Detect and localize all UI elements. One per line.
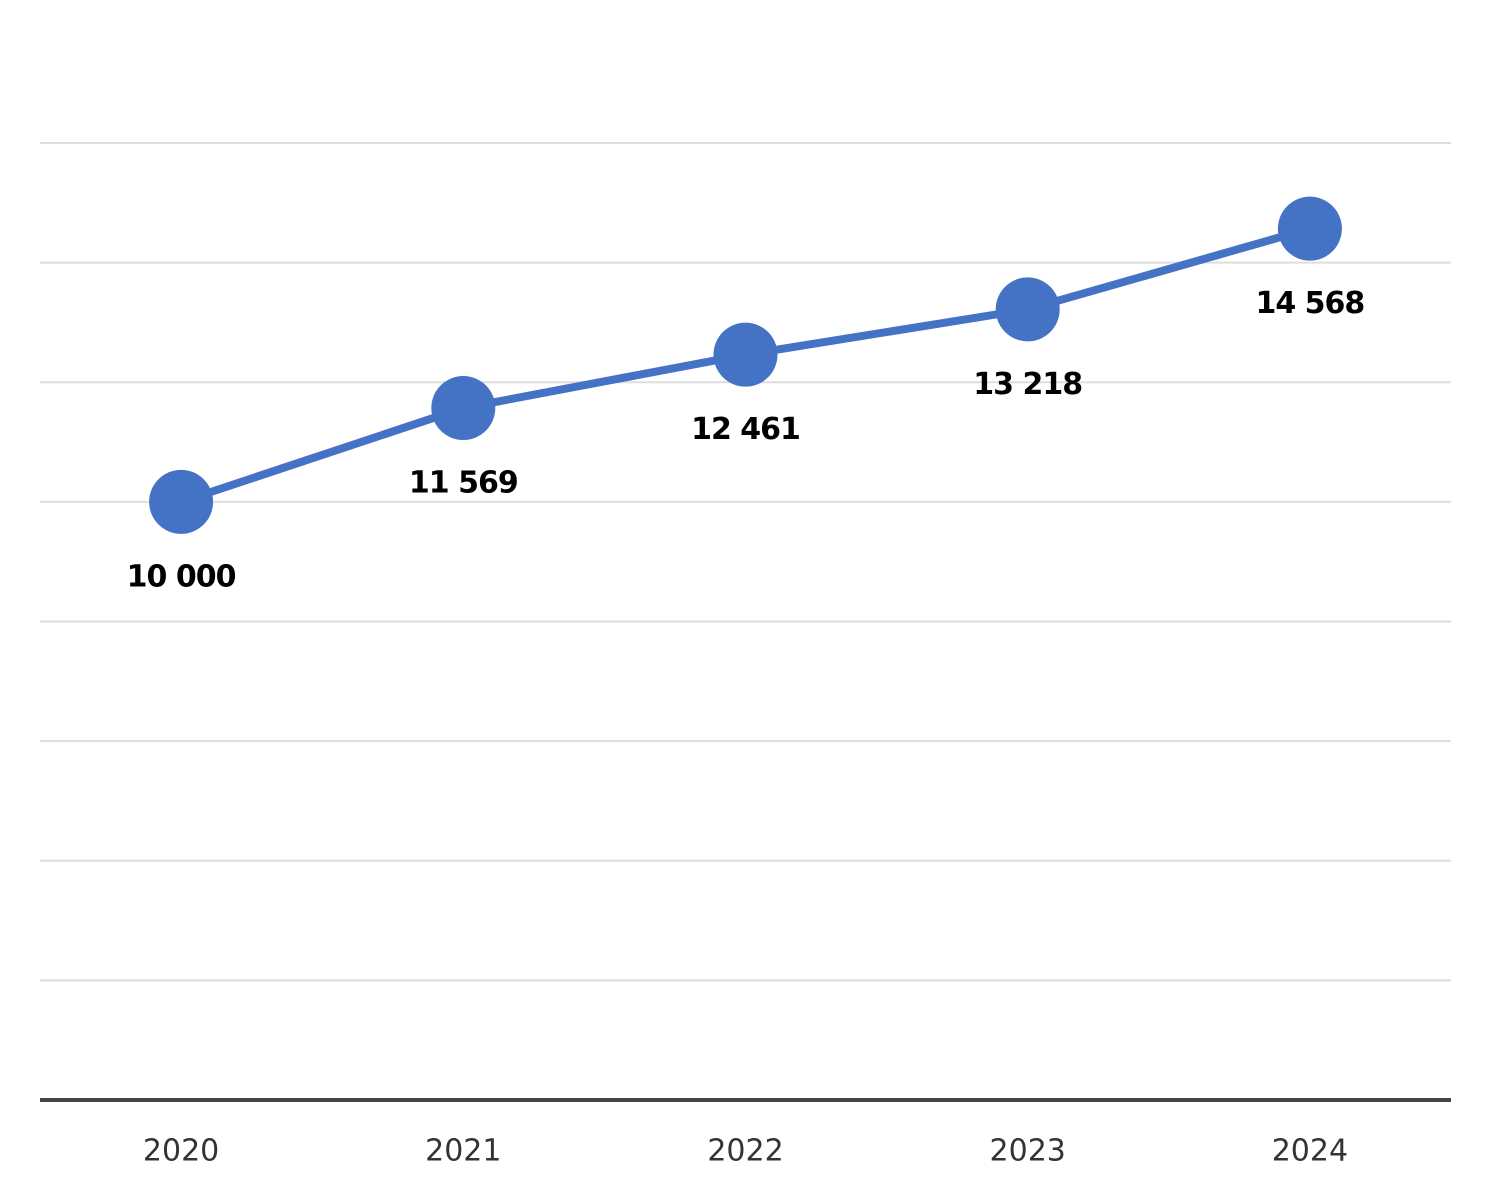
data-point [1277,196,1342,261]
x-tick-label: 2023 [990,1134,1066,1169]
x-tick-label: 2021 [425,1134,501,1169]
x-tick-label: 2020 [143,1134,219,1169]
data-label: 14 568 [1255,286,1364,321]
data-point [431,376,496,441]
data-label: 12 461 [691,412,800,447]
data-label: 11 569 [409,466,518,501]
data-point [713,322,778,387]
x-tick-label: 2024 [1272,1134,1348,1169]
data-label: 10 000 [127,559,236,594]
x-tick-label: 2022 [707,1134,783,1169]
data-point [149,469,214,534]
data-point [995,277,1060,342]
data-label: 13 218 [973,367,1082,402]
